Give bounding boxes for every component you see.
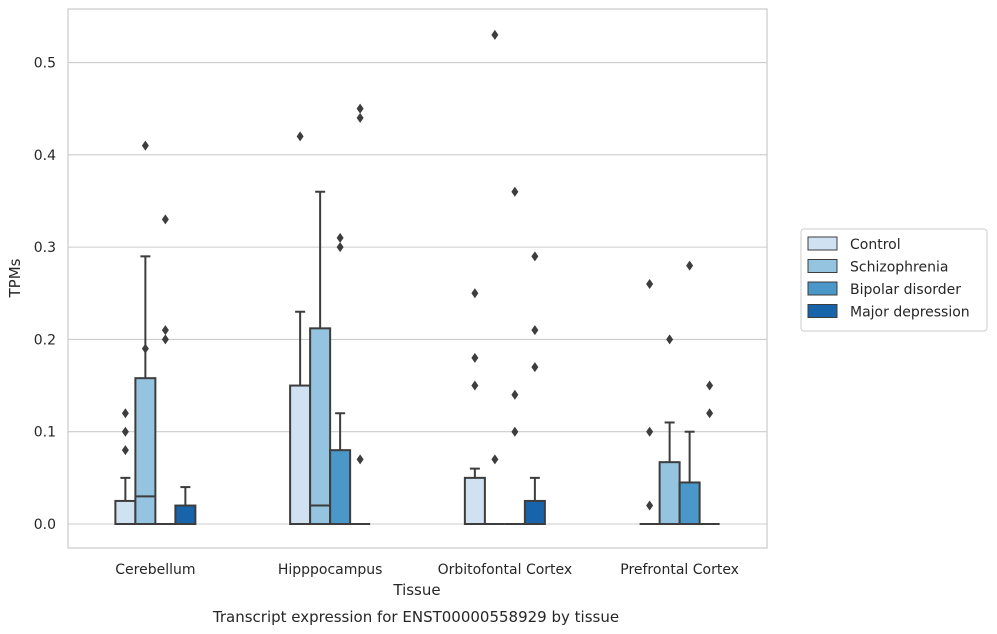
outlier-point (531, 362, 539, 373)
outlier-point (121, 426, 129, 437)
outlier-point (646, 279, 654, 290)
outlier-point (356, 103, 364, 114)
outlier-point (141, 140, 149, 151)
legend-frame (800, 228, 988, 332)
outlier-point (491, 29, 499, 40)
legend-label: Major depression (850, 305, 970, 321)
outlier-point (666, 334, 674, 345)
outlier-point (646, 426, 654, 437)
x-tick-label: Hipppocampus (278, 562, 383, 578)
y-tick-label: 0.0 (34, 517, 56, 533)
outlier-point (491, 454, 499, 465)
box (134, 377, 157, 526)
outlier-point (511, 389, 519, 400)
y-axis-ticks: 0.0 0.1 0.2 0.3 0.4 0.5 (34, 56, 56, 533)
grid-lines (68, 61, 767, 525)
plot-frame (67, 8, 768, 549)
outlier-point (531, 251, 539, 262)
chart-caption: Transcript expression for ENST0000055892… (212, 608, 619, 626)
outlier-point (471, 288, 479, 299)
legend-swatch (807, 304, 838, 318)
outlier-points (121, 29, 714, 511)
legend-swatch (807, 281, 838, 296)
outlier-point (706, 408, 714, 419)
outlier-point (161, 334, 169, 345)
outlier-point (686, 260, 694, 271)
box (289, 384, 312, 526)
outlier-point (356, 454, 364, 465)
y-tick-label: 0.5 (34, 56, 56, 72)
outlier-point (531, 325, 539, 336)
legend-label: Schizophrenia (850, 260, 948, 276)
outlier-point (471, 352, 479, 363)
outlier-point (336, 242, 344, 253)
box (329, 449, 352, 526)
y-axis-label: TPMs (6, 258, 24, 298)
x-tick-label: Orbitofontal Cortex (438, 562, 573, 578)
x-axis-label: Tissue (392, 581, 440, 599)
y-tick-label: 0.4 (34, 148, 56, 164)
outlier-point (161, 325, 169, 336)
legend-swatch (807, 259, 838, 273)
outlier-point (336, 232, 344, 243)
legend: Control Schizophrenia Bipolar disorder Majo… (800, 228, 988, 332)
legend-label: Control (850, 237, 901, 253)
outlier-point (161, 214, 169, 225)
legend-label: Bipolar disorder (850, 282, 961, 298)
box (309, 327, 332, 526)
box (114, 499, 137, 526)
y-tick-label: 0.3 (34, 240, 56, 256)
legend-swatch (807, 236, 838, 251)
box-series (114, 190, 720, 526)
outlier-point (356, 112, 364, 123)
x-tick-label: Prefrontal Cortex (620, 562, 739, 578)
outlier-point (646, 500, 654, 511)
box (658, 461, 681, 526)
y-tick-label: 0.2 (34, 332, 56, 348)
x-axis-ticks: Cerebellum Hipppocampus Orbitofontal Corte… (115, 562, 739, 578)
box (678, 481, 701, 526)
outlier-point (511, 186, 519, 197)
y-tick-label: 0.1 (34, 425, 56, 441)
box (523, 499, 546, 526)
outlier-point (121, 445, 129, 456)
outlier-point (121, 408, 129, 419)
outlier-point (296, 131, 304, 142)
x-tick-label: Cerebellum (115, 562, 195, 578)
outlier-point (471, 380, 479, 391)
outlier-point (511, 426, 519, 437)
outlier-point (706, 380, 714, 391)
outlier-point (141, 343, 149, 354)
box (463, 476, 486, 526)
box (174, 504, 197, 526)
